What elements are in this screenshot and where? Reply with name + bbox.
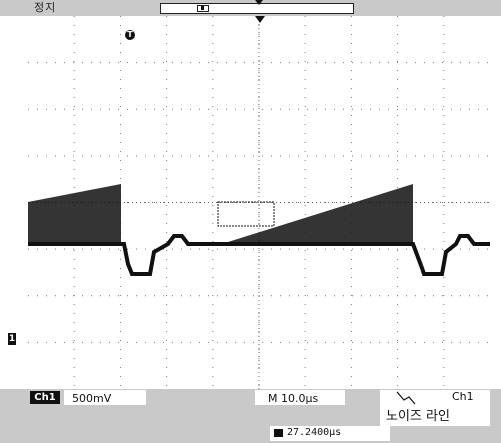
trigger-position-arrow-icon [255,0,263,5]
channel-ground-marker-icon: 1 [8,333,16,345]
timebase-readout: M 10.0µs [268,392,319,405]
noise-band [28,184,121,244]
position-readout-box [270,426,390,441]
record-window-indicator [197,5,209,12]
timebase-readout-box [255,390,345,405]
record-window-dot [201,6,204,10]
annotation-box [380,390,490,426]
horizontal-position-icon [274,429,283,437]
trigger-time-marker-icon: T [125,30,135,40]
volts-readout-box [64,390,146,405]
graticule-svg [28,16,490,389]
annotation-arrow-icon [396,391,416,405]
noise-line-annotation: 노이즈 라인 [386,409,450,424]
acquisition-status: 정지 [34,1,57,14]
trace-line [28,234,490,276]
waveform-graticule [28,16,490,389]
volts-per-div: 500mV [72,392,112,405]
noise-box [217,201,275,227]
trigger-point-marker-icon [255,16,265,23]
noise-band [228,184,413,244]
waveform-trace [28,184,490,276]
status-bar: 정지 [0,0,501,16]
horizontal-position: 27.2400µs [287,427,342,438]
trigger-source: Ch1 [452,390,474,403]
channel-badge: Ch1 [30,391,60,404]
